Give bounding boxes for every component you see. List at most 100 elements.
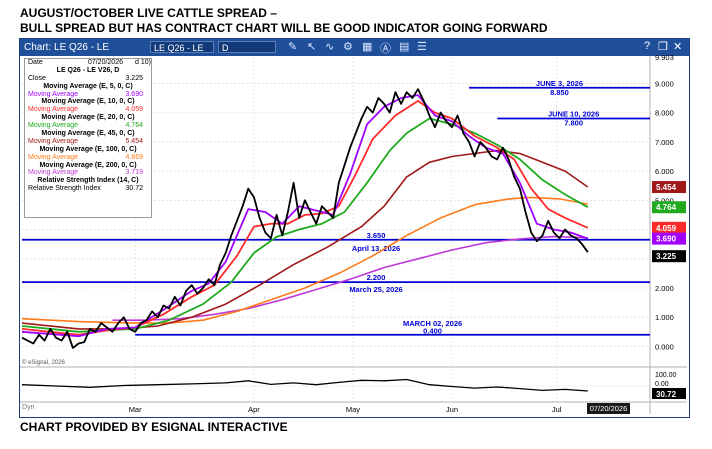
value-flag-box xyxy=(652,232,686,245)
wave-icon[interactable]: ∿ xyxy=(325,41,335,53)
legend-study-label: Moving Average xyxy=(28,90,79,98)
y-tick-label: 7.000 xyxy=(655,138,674,147)
legend-study-title: Moving Average (E, 10, 0, C) xyxy=(41,98,135,106)
series-line xyxy=(21,117,589,333)
y-tick-label: 9.903 xyxy=(655,53,674,62)
pencil-icon[interactable]: ✎ xyxy=(288,41,298,53)
legend-study-value: 3.719 xyxy=(125,169,143,177)
y-tick-label: 8.000 xyxy=(655,109,674,118)
tool-icon[interactable]: ⚙ xyxy=(343,41,353,53)
legend-study-title: Moving Average (E, 45, 0, C) xyxy=(41,130,135,138)
value-flag-label: 4.764 xyxy=(656,203,677,212)
chart-subheading: BULL SPREAD BUT HAS CONTRACT CHART WILL … xyxy=(20,21,548,35)
legend-study-label: Moving Average xyxy=(28,169,79,177)
legend-study-value: 4.869 xyxy=(125,153,143,161)
level-date-label: MARCH 02, 2026 xyxy=(403,319,462,328)
value-flag: 4.059 xyxy=(652,221,686,234)
value-flag: 3.225 xyxy=(652,250,686,263)
y-tick-label: 0.000 xyxy=(655,342,674,351)
document-icon[interactable]: ▤ xyxy=(399,41,410,53)
cursor-icon[interactable]: ↖ xyxy=(307,41,317,53)
rsi-line xyxy=(21,378,588,392)
rsi-value-flag-label: 30.72 xyxy=(656,390,677,399)
legend-study-row: Moving Average 4.764 xyxy=(25,122,151,130)
level-value-label: 2.200 xyxy=(367,273,386,282)
level-value-label: 3.650 xyxy=(367,231,386,240)
legend-date-suffix: d 10) xyxy=(135,59,151,66)
symbol-input[interactable]: LE Q26 - LE xyxy=(150,41,214,53)
legend-study-value: 3.690 xyxy=(125,90,143,98)
x-tick-label: May xyxy=(346,405,360,414)
x-tick-label: Apr xyxy=(248,405,260,414)
legend-study-row: Moving Average 3.690 xyxy=(25,91,151,99)
dyn-label: Dyn xyxy=(22,404,35,411)
value-flag-label: 4.059 xyxy=(656,224,677,233)
legend-rsi-title: Relative Strength Index (14, C) xyxy=(37,177,139,185)
close-icon[interactable]: ✕ xyxy=(673,41,683,53)
x-tick-label: Jul xyxy=(552,405,562,414)
window-titlebar: Chart: LE Q26 - LE LE Q26 - LE D ✎ ↖ ∿ ⚙… xyxy=(20,39,689,56)
value-flag-box xyxy=(652,181,686,194)
window-title: Chart: LE Q26 - LE xyxy=(24,42,110,53)
legend-study-value: 4.764 xyxy=(125,122,143,130)
legend-study-title: Moving Average (E, 5, 0, C) xyxy=(43,82,133,90)
legend-study-row: Moving Average 4.059 xyxy=(25,106,151,114)
legend-symbol-title: LE Q26 - LE V26, D xyxy=(56,66,120,74)
value-flag-label: 3.690 xyxy=(656,235,677,244)
value-flag: 4.764 xyxy=(652,201,686,214)
value-flag-box xyxy=(652,201,686,214)
date-cursor-label: 07/20/2026 xyxy=(587,403,630,414)
value-flag-box xyxy=(652,221,686,234)
interval-select[interactable]: D xyxy=(218,41,276,53)
legend-study-label: Moving Average xyxy=(28,122,79,130)
level-date-label: April 13, 2026 xyxy=(352,244,400,253)
level-date-label: March 25, 2026 xyxy=(349,285,402,294)
level-date-label: JUNE 3, 2026 xyxy=(536,79,583,88)
value-flag: 5.454 xyxy=(652,181,686,194)
legend-study-row: Moving Average 4.869 xyxy=(25,154,151,162)
calendar-icon[interactable]: ▦ xyxy=(362,41,373,53)
legend-rsi-value: 30.72 xyxy=(125,185,143,193)
legend-close-label: Close xyxy=(28,74,46,82)
y-tick-label: 1.000 xyxy=(655,313,674,322)
series-line xyxy=(21,149,589,330)
y-tick-label: 5.000 xyxy=(655,196,674,205)
legend-study-label: Moving Average xyxy=(28,137,79,145)
legend-study-title: Moving Average (E, 20, 0, C) xyxy=(41,114,135,122)
legend-study-value: 4.059 xyxy=(125,106,143,114)
y-tick-label: 9.000 xyxy=(655,79,674,88)
chart-heading: AUGUST/OCTOBER LIVE CATTLE SPREAD – xyxy=(20,6,277,20)
rsi-tick-label: 100.00 xyxy=(655,372,677,379)
letter-a-icon[interactable]: Ⓐ xyxy=(380,43,391,55)
x-tick-label: Jun xyxy=(446,405,458,414)
value-flag-box xyxy=(652,250,686,263)
help-icon[interactable]: ? xyxy=(644,40,651,52)
series-line xyxy=(21,88,589,349)
copyright-text: © eSignal, 2026 xyxy=(22,360,65,366)
value-flag: 3.690 xyxy=(652,232,686,245)
level-value-label: 8.850 xyxy=(550,88,569,97)
rsi-tick-label: 0.00 xyxy=(655,381,669,388)
legend-study-label: Moving Average xyxy=(28,153,79,161)
legend-date-label: Date xyxy=(28,59,43,66)
legend-rsi-label: Relative Strength Index xyxy=(28,185,101,193)
legend-study-row: Moving Average 3.719 xyxy=(25,169,151,177)
legend-study-title: Moving Average (E, 200, 0, C) xyxy=(39,161,137,169)
series-line xyxy=(21,100,589,336)
level-value-label: 7.800 xyxy=(564,118,583,127)
x-tick-label: Mar xyxy=(129,405,142,414)
legend-close-value: 3.225 xyxy=(125,74,143,82)
y-tick-label: 2.000 xyxy=(655,284,674,293)
study-legend: Date 07/20/2026 d 10) LE Q26 - LE V26, D C… xyxy=(24,58,152,218)
value-flag-label: 3.225 xyxy=(656,252,677,261)
legend-date-value: 07/20/2026 xyxy=(87,59,123,66)
list-icon[interactable]: ☰ xyxy=(417,41,427,53)
series-line xyxy=(21,94,589,338)
level-value-label: 0.400 xyxy=(423,326,442,335)
chart-source-note: CHART PROVIDED BY ESIGNAL INTERACTIVE xyxy=(20,420,288,434)
level-date-label: JUNE 10, 2026 xyxy=(548,109,599,118)
legend-study-row: Moving Average 5.454 xyxy=(25,138,151,146)
legend-study-title: Moving Average (E, 100, 0, C) xyxy=(39,145,137,153)
restore-icon[interactable]: ❐ xyxy=(658,41,668,53)
y-tick-label: 6.000 xyxy=(655,167,674,176)
